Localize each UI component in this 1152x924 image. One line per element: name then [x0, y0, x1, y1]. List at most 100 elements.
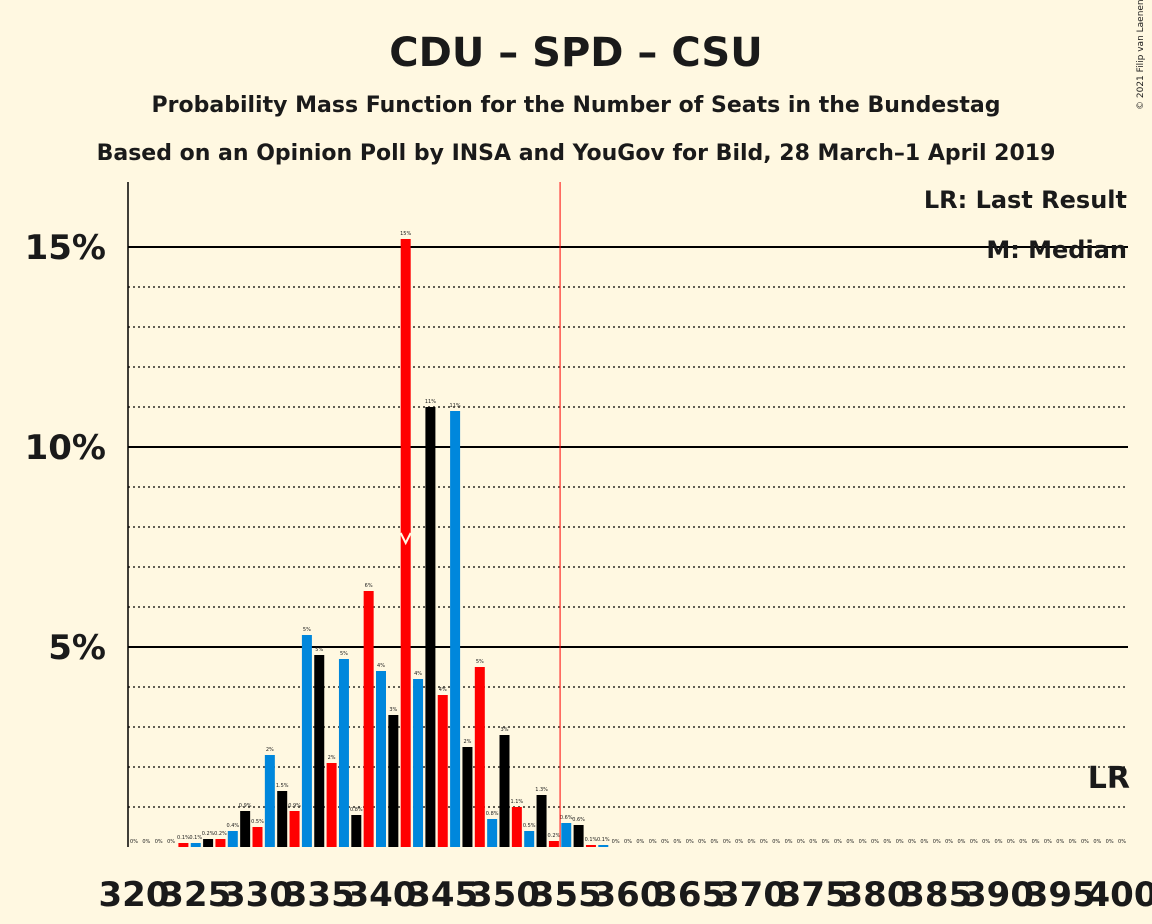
bar-value-label: 0%: [1069, 839, 1077, 845]
bar-value-label: 0%: [760, 839, 768, 845]
bar-value-label: 3%: [389, 707, 397, 713]
bar-value-label: 0%: [1081, 839, 1089, 845]
bar-value-label: 15%: [400, 231, 411, 237]
bar-value-label: 0%: [871, 839, 879, 845]
bar-value-label: 0.9%: [239, 803, 252, 809]
bar: [376, 671, 386, 847]
bar: [548, 841, 559, 847]
bar: [524, 831, 535, 847]
bar: [326, 763, 337, 847]
bar-value-label: 0%: [785, 839, 793, 845]
bar-value-label: 0%: [142, 839, 150, 845]
x-tick-label: 360: [593, 875, 664, 915]
chart-subtitle: Probability Mass Function for the Number…: [152, 93, 1001, 118]
x-tick-label: 345: [407, 875, 478, 915]
y-axis-ticks: 5% 10% 15%: [25, 228, 106, 668]
lr-marker-label: LR: [1088, 761, 1130, 796]
bar: [351, 815, 362, 847]
bar-value-label: 0%: [908, 839, 916, 845]
x-tick-label: 390: [963, 875, 1034, 915]
bar: [413, 679, 424, 847]
bar-value-label: 0%: [1118, 839, 1126, 845]
bar-value-label: 0%: [834, 839, 842, 845]
y-tick-label: 5%: [48, 628, 106, 668]
bar-value-label: 3%: [501, 727, 509, 733]
bar-value-label: 0%: [822, 839, 830, 845]
bar: [190, 843, 201, 847]
bar-value-label: 4%: [439, 687, 447, 693]
bar-value-label: 0%: [155, 839, 163, 845]
bar: [425, 407, 436, 847]
bar: [289, 811, 300, 847]
x-tick-label: 400: [1087, 875, 1152, 915]
bar-value-label: 0%: [896, 839, 904, 845]
bar-value-label: 0%: [982, 839, 990, 845]
bar-value-label: 2%: [463, 739, 471, 745]
bar: [277, 791, 288, 847]
bar-value-label: 0%: [933, 839, 941, 845]
bar-value-label: 0%: [130, 839, 138, 845]
x-tick-label: 370: [716, 875, 787, 915]
bar-value-label: 0%: [846, 839, 854, 845]
x-tick-label: 340: [346, 875, 417, 915]
bar: [462, 747, 473, 847]
bar-value-label: 5%: [315, 647, 323, 653]
bar-value-label: 11%: [425, 399, 436, 405]
bar-value-label: 0.5%: [251, 819, 264, 825]
bar: [314, 655, 325, 847]
markers: [399, 182, 561, 847]
x-tick-label: 380: [840, 875, 911, 915]
legend-median: M: Median: [986, 236, 1127, 264]
bar-value-label: 0%: [735, 839, 743, 845]
gridlines: [127, 182, 1128, 847]
x-tick-label: 350: [469, 875, 540, 915]
bar-value-label: 0%: [1093, 839, 1101, 845]
bar-value-label: 0%: [995, 839, 1003, 845]
bar-value-label: 5%: [340, 651, 348, 657]
bar: [252, 827, 263, 847]
bar-value-label: 0.2%: [214, 831, 227, 837]
bar-value-label: 0%: [1007, 839, 1015, 845]
bar-value-labels: 0% 0% 0% 0%0.1% 0.1%0.2% 0.2%0.4%0.9%0.5%2%1.…: [130, 231, 1126, 845]
bar-value-label: 0%: [649, 839, 657, 845]
bar-value-label: 5%: [476, 659, 484, 665]
bar-value-label: 6%: [365, 583, 373, 589]
x-tick-label: 385: [901, 875, 972, 915]
x-tick-label: 325: [160, 875, 231, 915]
bar: [240, 811, 251, 847]
bar-value-label: 0%: [1044, 839, 1052, 845]
bar-value-label: 4%: [377, 663, 385, 669]
bar: [437, 695, 448, 847]
bar-value-label: 0%: [957, 839, 965, 845]
bar-value-label: 2%: [328, 755, 336, 761]
bar: [474, 667, 485, 847]
bar-value-label: 4%: [414, 671, 422, 677]
bar-value-label: 1.1%: [510, 799, 523, 805]
bar-value-label: 0%: [859, 839, 867, 845]
bar-value-label: 0%: [883, 839, 891, 845]
x-axis-ticks: 3203253303353403453503553603653703753803…: [99, 875, 1152, 915]
bar-value-label: 0.6%: [560, 815, 573, 821]
bar-value-label: 0%: [723, 839, 731, 845]
bar: [388, 715, 399, 847]
x-tick-label: 375: [778, 875, 849, 915]
bar-value-label: 0.1%: [177, 835, 190, 841]
bar-value-label: 0%: [710, 839, 718, 845]
chart-title: CDU – SPD – CSU: [389, 30, 762, 76]
median-marker: [399, 532, 412, 546]
bar-value-label: 0%: [686, 839, 694, 845]
bar-value-label: 0%: [661, 839, 669, 845]
x-tick-label: 320: [99, 875, 170, 915]
bar-value-label: 0.2%: [202, 831, 215, 837]
bar: [215, 839, 226, 847]
bar-value-label: 0%: [970, 839, 978, 845]
bar-value-label: 0.6%: [572, 817, 585, 823]
bar-value-label: 0%: [797, 839, 805, 845]
bar-value-label: 0.9%: [288, 803, 301, 809]
bar: [598, 845, 609, 847]
bar: [203, 839, 214, 847]
y-tick-label: 10%: [25, 428, 106, 468]
x-tick-label: 335: [284, 875, 355, 915]
bar-value-label: 0%: [920, 839, 928, 845]
bar-value-label: 0%: [772, 839, 780, 845]
